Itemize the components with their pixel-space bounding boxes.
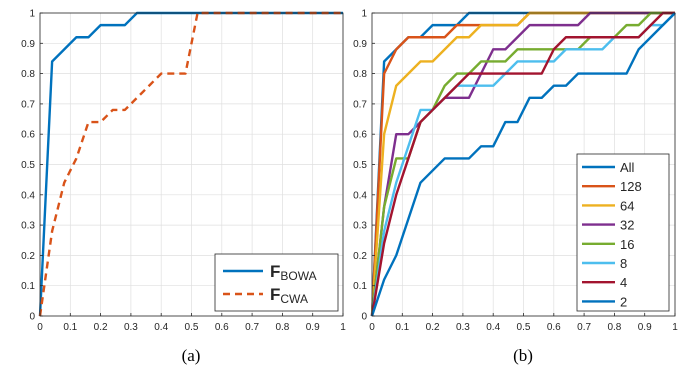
x-tick-label: 0.3 — [124, 322, 138, 333]
x-tick-label: 0.8 — [275, 322, 289, 333]
legend-label: 4 — [620, 275, 627, 290]
y-tick-label: 0.8 — [353, 69, 367, 80]
y-tick-label: 0.3 — [21, 221, 35, 232]
tick-labels-a: 0 0.1 0.2 0.3 0.4 0.5 0.6 0.7 0.8 0.9 1 0 0.1 0.2 0.3 0… — [21, 9, 346, 334]
x-tick-label: 1 — [672, 322, 678, 333]
x-tick-label: 0.7 — [577, 322, 591, 333]
series-line-bowa — [38, 11, 343, 317]
y-tick-label: 0.1 — [21, 281, 35, 292]
x-tick-label: 0 — [37, 322, 43, 333]
y-tick-label: 0.1 — [353, 281, 367, 292]
x-tick-label: 0.6 — [215, 322, 229, 333]
legend-label: All — [620, 160, 635, 175]
x-tick-label: 0.1 — [63, 322, 77, 333]
y-tick-label: 0.8 — [21, 69, 35, 80]
x-tick-label: 0 — [369, 322, 375, 333]
x-tick-label: 0.1 — [395, 322, 409, 333]
y-tick-label: 1 — [361, 9, 367, 20]
x-tick-label: 0.5 — [517, 322, 531, 333]
y-tick-label: 0.9 — [353, 39, 367, 50]
y-tick-label: 0.6 — [21, 130, 35, 141]
caption-a: (a) — [182, 346, 201, 365]
series-line-cwa — [38, 11, 343, 317]
x-tick-label: 0.2 — [426, 322, 440, 333]
series-line-64 — [370, 11, 675, 317]
x-tick-label: 0.6 — [547, 322, 561, 333]
x-tick-label: 0.9 — [306, 322, 320, 333]
y-tick-label: 0.2 — [353, 251, 367, 262]
legend-b: All 128 64 32 16 8 4 2 — [576, 153, 670, 312]
legend-label: 16 — [620, 237, 634, 252]
y-tick-label: 0.5 — [353, 160, 367, 171]
y-tick-label: 1 — [29, 9, 35, 20]
legend-box — [214, 253, 339, 312]
y-tick-label: 0.7 — [353, 99, 367, 110]
series-line-all — [370, 11, 675, 317]
x-tick-label: 0.3 — [456, 322, 470, 333]
x-tick-label: 0.9 — [638, 322, 652, 333]
y-tick-label: 0.3 — [353, 221, 367, 232]
y-tick-label: 0.2 — [21, 251, 35, 262]
y-tick-label: 0 — [361, 312, 367, 323]
chart-panel-a: 0 0.1 0.2 0.3 0.4 0.5 0.6 0.7 0.8 0.9 1 0 0.1 0.2 0.3 0… — [21, 9, 346, 366]
x-tick-label: 0.5 — [185, 322, 199, 333]
y-tick-label: 0.4 — [353, 190, 367, 201]
legend-label: 32 — [620, 218, 634, 233]
x-tick-label: 0.8 — [607, 322, 621, 333]
x-tick-label: 0.4 — [486, 322, 500, 333]
series-lines-b — [370, 11, 676, 317]
legend-label: 128 — [620, 179, 642, 194]
x-tick-label: 0.7 — [245, 322, 259, 333]
chart-panel-b: 0 0.1 0.2 0.3 0.4 0.5 0.6 0.7 0.8 0.9 1 0 0.1 0.2 0.3 0… — [353, 9, 678, 366]
x-tick-label: 0.2 — [94, 322, 108, 333]
y-tick-label: 0.5 — [21, 160, 35, 171]
x-tick-label: 0.4 — [154, 322, 168, 333]
legend-label: 8 — [620, 256, 627, 271]
tick-labels-b: 0 0.1 0.2 0.3 0.4 0.5 0.6 0.7 0.8 0.9 1 0 0.1 0.2 0.3 0… — [353, 9, 678, 334]
legend-box — [576, 153, 670, 312]
series-line-2 — [370, 12, 676, 317]
y-tick-label: 0.9 — [21, 39, 35, 50]
legend-label: FCWA — [270, 285, 308, 306]
series-line-4 — [370, 11, 675, 317]
y-tick-label: 0.7 — [21, 99, 35, 110]
legend-label: FBOWA — [270, 262, 317, 283]
legend-label: 64 — [620, 198, 634, 213]
x-tick-label: 1 — [340, 322, 346, 333]
y-tick-label: 0.6 — [353, 130, 367, 141]
y-tick-label: 0 — [29, 312, 35, 323]
legend-label: 2 — [620, 294, 627, 309]
y-tick-label: 0.4 — [21, 190, 35, 201]
caption-b: (b) — [513, 346, 533, 365]
series-lines-a — [38, 11, 343, 317]
